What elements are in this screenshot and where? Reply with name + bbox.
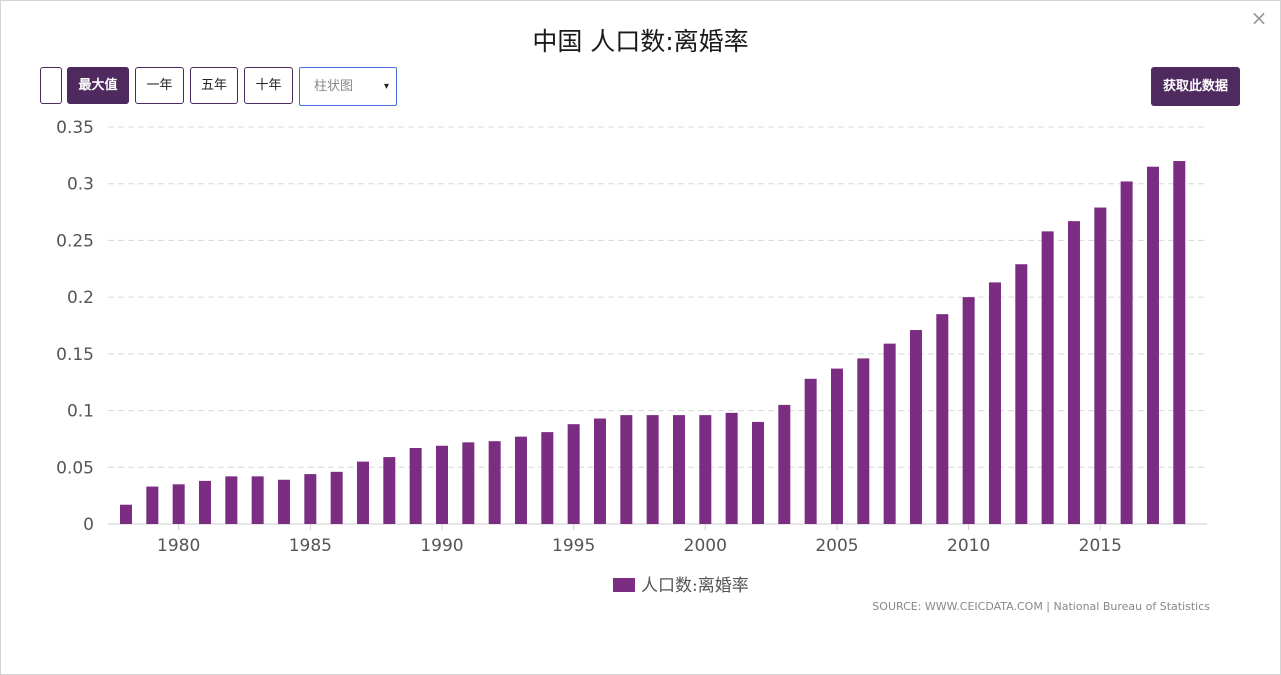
bar (936, 314, 949, 524)
chart-type-value: 柱状图 (314, 79, 354, 94)
bar (883, 343, 896, 524)
x-tick-label: 1985 (289, 536, 332, 556)
chart-title: 中国 人口数:离婚率 (532, 27, 749, 56)
bar (304, 474, 317, 524)
y-tick-label: 0.3 (67, 175, 94, 195)
bar (857, 358, 870, 524)
legend-swatch (613, 578, 635, 592)
bar (462, 442, 475, 524)
ten-year-button[interactable]: 十年 (244, 67, 293, 104)
bar (567, 424, 580, 524)
get-data-button[interactable]: 获取此数据 (1151, 67, 1240, 106)
bar (778, 404, 791, 524)
blank-button[interactable] (40, 67, 62, 104)
bar (988, 282, 1001, 524)
bar (356, 461, 369, 524)
bar (1015, 264, 1028, 524)
source-credit: SOURCE: WWW.CEICDATA.COM | National Bure… (872, 600, 1210, 613)
bar (804, 378, 817, 524)
y-tick-label: 0.35 (56, 118, 94, 138)
bar (646, 415, 659, 524)
chart-type-select[interactable]: 柱状图 ▾ (299, 67, 397, 106)
x-tick-label: 2005 (815, 536, 858, 556)
bar (1067, 221, 1080, 524)
bar (1041, 231, 1054, 524)
bar (251, 476, 264, 524)
bar (277, 479, 290, 524)
bar (1146, 166, 1159, 524)
y-tick-label: 0.2 (67, 288, 94, 308)
x-tick-label: 1980 (157, 536, 200, 556)
y-tick-label: 0 (83, 515, 94, 535)
x-tick-label: 1990 (420, 536, 463, 556)
five-year-button[interactable]: 五年 (190, 67, 238, 104)
bar (146, 486, 159, 524)
x-tick-label: 2000 (684, 536, 727, 556)
bar (541, 432, 554, 524)
bar (514, 436, 527, 524)
bar (1094, 207, 1107, 524)
one-year-button[interactable]: 一年 (135, 67, 184, 104)
bar (962, 297, 975, 524)
legend[interactable]: 人口数:离婚率 (613, 576, 749, 596)
bar (1120, 181, 1133, 524)
bar (383, 457, 396, 524)
bar (1173, 161, 1186, 524)
bar (120, 504, 132, 524)
bar (172, 484, 185, 524)
bar (725, 412, 738, 524)
bar (699, 415, 712, 524)
max-range-button[interactable]: 最大值 (67, 67, 129, 104)
chevron-down-icon: ▾ (383, 81, 389, 92)
y-tick-label: 0.15 (56, 345, 94, 365)
bar (435, 445, 448, 524)
bar (488, 441, 501, 524)
bar (409, 448, 422, 524)
x-tick-label: 2010 (947, 536, 990, 556)
x-tick-label: 1995 (552, 536, 595, 556)
bar (751, 421, 764, 524)
y-tick-label: 0.1 (67, 402, 94, 422)
bar (593, 418, 606, 524)
legend-label: 人口数:离婚率 (641, 576, 749, 596)
bar (909, 330, 922, 524)
bar (620, 415, 633, 524)
bar (830, 368, 843, 524)
bar (672, 415, 685, 524)
bar (330, 471, 343, 524)
close-icon[interactable]: × (1250, 6, 1268, 30)
bar (225, 476, 238, 524)
bar (198, 480, 211, 524)
y-tick-label: 0.25 (56, 231, 94, 251)
y-tick-label: 0.05 (56, 458, 94, 478)
x-tick-label: 2015 (1079, 536, 1122, 556)
